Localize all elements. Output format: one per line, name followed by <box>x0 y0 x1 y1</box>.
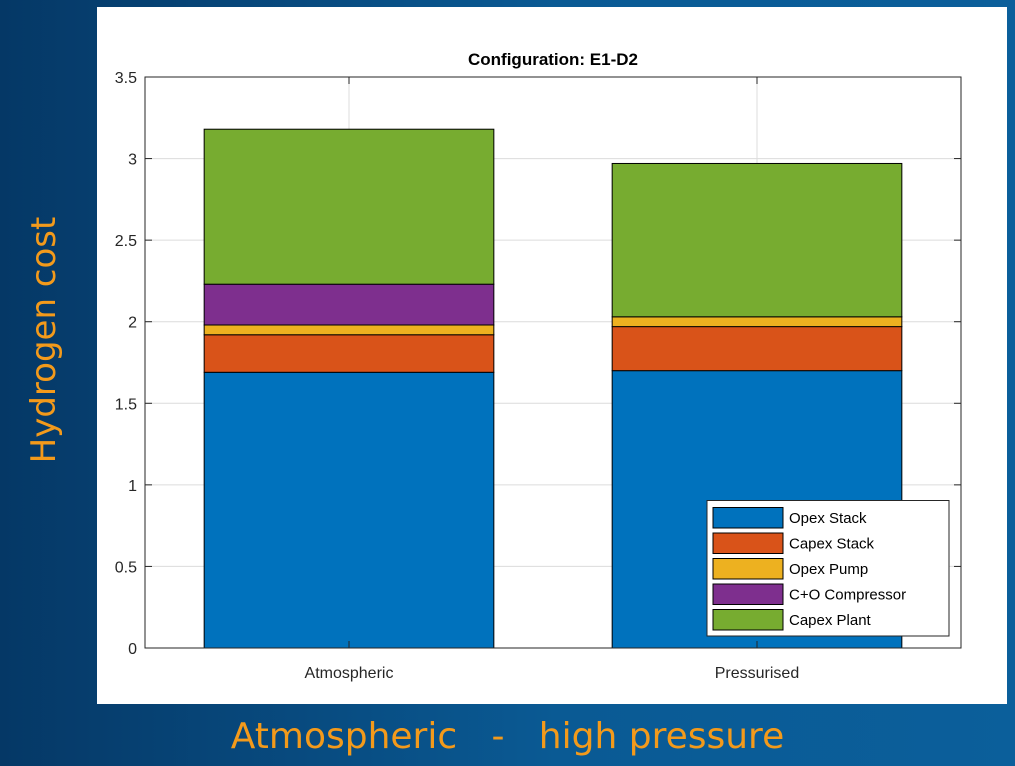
bars <box>203 128 903 649</box>
bar-segment-opex-stack <box>203 371 495 649</box>
bar-segment-capex-stack <box>203 334 495 373</box>
x-tick-label: Atmospheric <box>305 665 394 682</box>
x-tick-label: Pressurised <box>715 665 799 682</box>
bar-segment-c-o-compressor <box>203 283 495 326</box>
y-tick-label: 3 <box>128 152 137 169</box>
y-tick-label: 3.5 <box>115 70 137 87</box>
legend-swatch <box>712 507 784 529</box>
figure-panel: 0 0.5 1 1.5 2 2.5 3 3.5 Atmospheric Pressurised C… <box>97 7 1007 704</box>
legend-swatch <box>712 609 784 631</box>
legend: Opex Stack Capex Stack Opex Pump C+O Compre… <box>706 500 950 637</box>
legend-label: Opex Pump <box>789 561 868 578</box>
plot-frame <box>144 76 962 649</box>
bar-segment-opex-pump <box>611 316 903 328</box>
legend-label: Capex Plant <box>789 612 872 629</box>
slide-x-caption: Atmospheric - high pressure <box>230 716 785 757</box>
y-tick-label: 2.5 <box>115 233 137 250</box>
y-tick-label: 0 <box>128 641 137 658</box>
bar-segment-opex-pump <box>203 324 495 336</box>
stacked-bar-chart: 0 0.5 1 1.5 2 2.5 3 3.5 Atmospheric Pressurised C… <box>115 50 962 682</box>
bar-segment-capex-plant <box>611 162 903 318</box>
legend-label: C+O Compressor <box>789 587 906 604</box>
y-tick-label: 1.5 <box>115 396 137 413</box>
axis-ticks: 0 0.5 1 1.5 2 2.5 3 3.5 Atmospheric Pressurised <box>115 70 961 682</box>
bar-segment-capex-plant <box>203 128 495 285</box>
legend-swatch <box>712 583 784 605</box>
bar-segment-capex-stack <box>611 326 903 372</box>
y-tick-label: 1 <box>128 478 137 495</box>
y-tick-label: 0.5 <box>115 559 137 576</box>
slide-y-caption: Hydrogen cost <box>24 216 64 464</box>
chart-title: Configuration: E1-D2 <box>468 50 638 69</box>
legend-swatch <box>712 558 784 580</box>
y-tick-label: 2 <box>128 315 137 332</box>
legend-label: Opex Stack <box>789 510 867 527</box>
legend-swatch <box>712 532 784 554</box>
legend-label: Capex Stack <box>789 536 875 553</box>
